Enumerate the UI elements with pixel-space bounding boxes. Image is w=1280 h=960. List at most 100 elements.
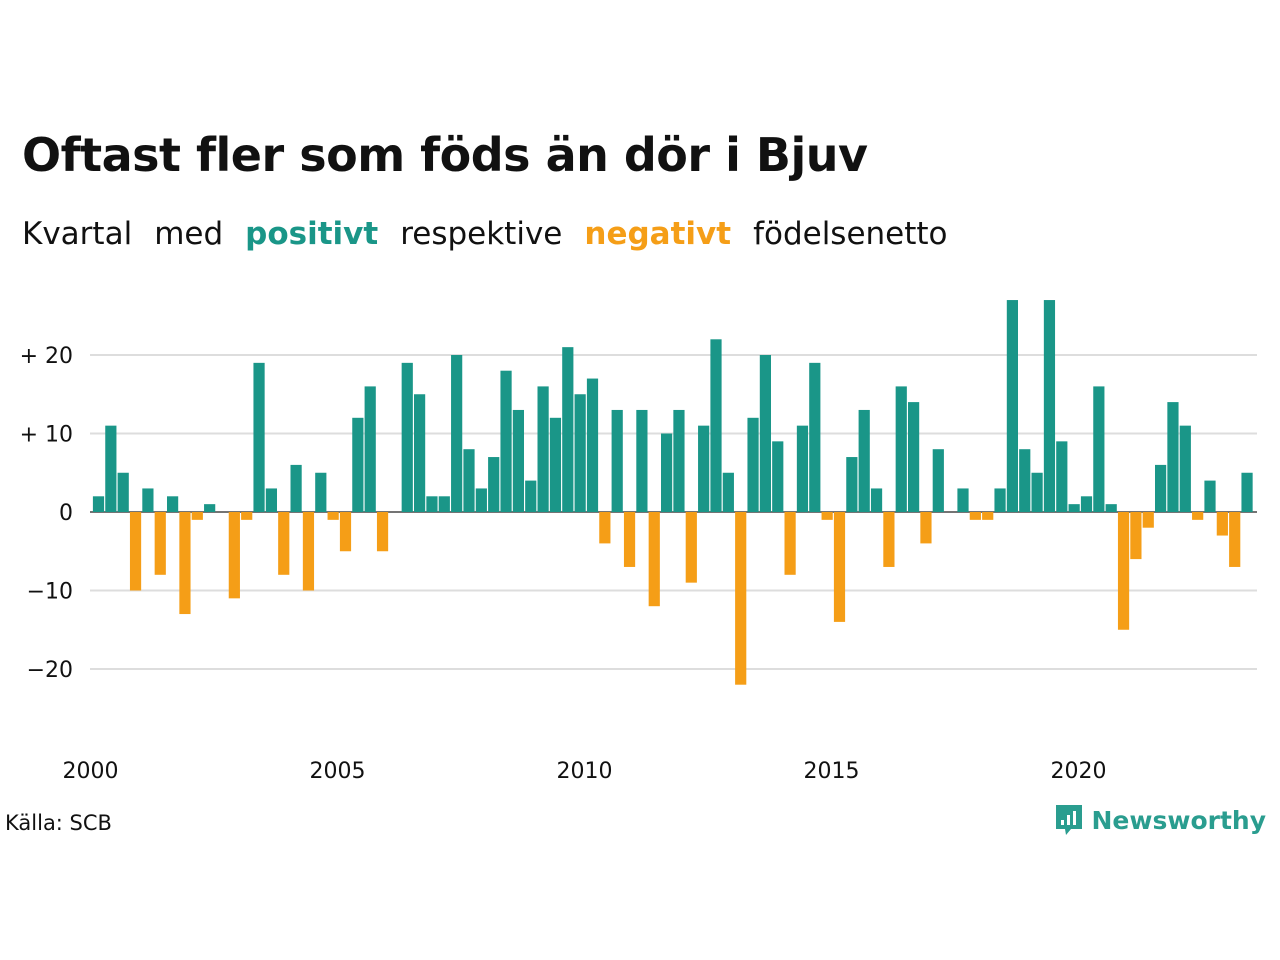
data-bar [1093, 386, 1105, 512]
data-bar [759, 355, 771, 512]
bars [92, 300, 1253, 685]
data-bar [1080, 496, 1093, 512]
x-tick-label: 2020 [1051, 759, 1107, 784]
data-bar [661, 433, 673, 512]
data-bar [401, 362, 413, 512]
data-bar [129, 512, 142, 591]
data-bar [290, 464, 302, 512]
subtitle-negative-label: negativt [584, 216, 732, 252]
chart-subtitle: Kvartal med positivt respektive negativt föde… [22, 216, 970, 252]
data-bar [1167, 402, 1179, 512]
data-bar [1130, 512, 1142, 560]
data-bar [179, 512, 191, 615]
subtitle-word-med: med [154, 216, 224, 252]
data-bar [599, 512, 611, 544]
source-note: Källa: SCB [5, 811, 112, 835]
data-bar [438, 496, 450, 512]
data-bar [512, 409, 524, 512]
data-bar [1192, 512, 1204, 520]
data-bar [932, 449, 944, 512]
bar-chart: + 20 + 10 0 −10 −20 2000 2005 2010 2015 2020 [20, 300, 1257, 784]
x-tick-label: 2000 [63, 759, 119, 784]
y-tick-label: 0 [59, 501, 73, 526]
data-bar [426, 496, 438, 512]
data-bar [611, 409, 623, 512]
data-bar [92, 496, 105, 512]
subtitle-word-respektive: respektive [400, 216, 563, 252]
chart-title: Oftast fler som föds än dör i Bjuv [22, 128, 868, 182]
data-bar [710, 339, 722, 512]
data-bar [500, 370, 512, 512]
data-bar [1179, 425, 1191, 512]
data-bar [1068, 504, 1080, 512]
y-tick-label: + 10 [20, 423, 73, 448]
brand-name: Newsworthy [1091, 805, 1267, 835]
brand-logo: Newsworthy [1054, 803, 1267, 837]
data-bar [241, 512, 253, 520]
data-bar [1241, 472, 1253, 512]
data-bar [883, 512, 895, 567]
data-bar [1056, 441, 1068, 512]
data-bar [265, 488, 277, 512]
data-bar [1142, 512, 1154, 528]
data-bar [809, 362, 821, 512]
data-bar [253, 362, 265, 512]
data-bar [1043, 300, 1056, 512]
axis-labels: + 20 + 10 0 −10 −20 2000 2005 2010 2015 2020 [20, 344, 1107, 784]
data-bar [451, 355, 463, 512]
data-bar [870, 488, 883, 512]
data-bar [636, 409, 648, 512]
data-bar [562, 347, 574, 512]
data-bar [772, 441, 784, 512]
data-bar [475, 488, 487, 512]
x-tick-label: 2005 [310, 759, 366, 784]
data-bar [537, 386, 549, 512]
data-bar [1229, 512, 1241, 567]
data-bar [204, 504, 216, 512]
data-bar [1105, 504, 1117, 512]
subtitle-word-fodelsenetto: födelsenetto [753, 216, 948, 252]
data-bar [154, 512, 166, 575]
data-bar [982, 512, 994, 520]
data-bar [895, 386, 907, 512]
data-bar [957, 488, 969, 512]
data-bar [463, 449, 475, 512]
data-bar [142, 488, 154, 512]
subtitle-word-kvartal: Kvartal [22, 216, 133, 252]
data-bar [414, 394, 426, 512]
data-bar [549, 417, 562, 512]
data-bar [1117, 512, 1130, 630]
data-bar [167, 496, 179, 512]
data-bar [623, 512, 636, 567]
data-bar [747, 417, 759, 512]
y-tick-label: −10 [27, 580, 73, 605]
data-bar [352, 417, 364, 512]
data-bar [1155, 464, 1167, 512]
data-bar [191, 512, 203, 520]
data-bar [821, 512, 833, 520]
data-bar [1204, 480, 1216, 512]
newsworthy-logo-icon [1055, 805, 1082, 835]
data-bar [994, 488, 1006, 512]
data-bar [327, 512, 339, 520]
data-bar [833, 512, 846, 622]
data-bar [117, 472, 129, 512]
data-bar [784, 512, 796, 575]
data-bar [586, 378, 599, 512]
data-bar [488, 457, 500, 512]
x-tick-label: 2015 [804, 759, 860, 784]
data-bar [920, 512, 932, 544]
data-bar [1031, 472, 1043, 512]
y-tick-label: + 20 [20, 344, 73, 369]
subtitle-positive-label: positivt [245, 216, 379, 252]
data-bar [315, 472, 327, 512]
data-bar [858, 409, 870, 512]
data-bar [339, 512, 352, 552]
data-bar [648, 512, 660, 607]
data-bar [735, 512, 747, 685]
data-bar [105, 425, 117, 512]
data-bar [796, 425, 809, 512]
data-bar [969, 512, 981, 520]
data-bar [1216, 512, 1228, 536]
data-bar [376, 512, 389, 552]
